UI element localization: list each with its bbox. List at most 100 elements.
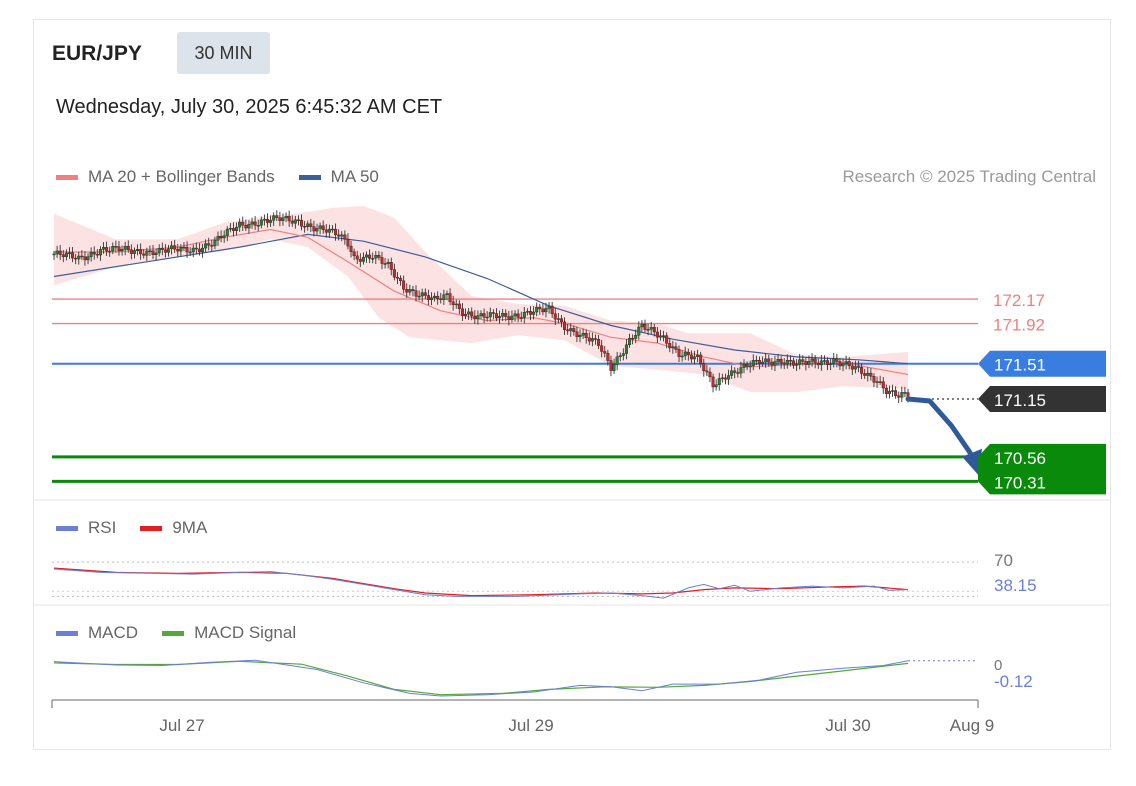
candle-body [723, 377, 727, 380]
candle-body [448, 293, 452, 302]
candle-body [185, 246, 189, 253]
candle-body [529, 311, 533, 315]
candle-body [491, 312, 495, 314]
candle-body [64, 252, 68, 257]
candle-body [733, 370, 737, 373]
candle-body [231, 228, 235, 231]
candle-body [173, 245, 177, 250]
candle-body [832, 358, 836, 364]
candle-body [343, 234, 347, 240]
timestamp: Wednesday, July 30, 2025 6:45:32 AM CET [56, 96, 443, 118]
candle-body [108, 250, 112, 253]
candle-body [584, 332, 588, 339]
candle-body [887, 390, 891, 394]
candle-body [689, 354, 693, 360]
candle-body [665, 335, 669, 344]
candle-body [442, 294, 446, 300]
candle-body [337, 234, 341, 237]
forecast-arrow-head [962, 448, 983, 475]
candle-body [445, 293, 449, 295]
candle-body [569, 328, 573, 332]
candle-body [618, 355, 622, 358]
candle-body [624, 344, 628, 354]
candle-body [439, 298, 443, 301]
candle-body [52, 253, 56, 256]
candle-body [615, 356, 619, 365]
candle-body [860, 366, 864, 374]
resistance-level-label: 171.92 [993, 316, 1045, 335]
candle-body [374, 255, 378, 259]
rsi-70-tick-label: 70 [994, 551, 1013, 570]
candle-body [129, 249, 133, 254]
candle-body [420, 292, 424, 297]
candle-body [829, 363, 833, 365]
candle-body [160, 248, 164, 250]
candle-body [426, 295, 430, 300]
timeframe-badge[interactable]: 30 MIN [177, 32, 270, 74]
candle-body [646, 329, 650, 331]
candle-body [609, 360, 613, 371]
candle-body [247, 223, 251, 229]
candle-body [563, 321, 567, 330]
candle-body [866, 372, 870, 376]
candle-body [293, 219, 297, 224]
current-price-label: 171.15 [994, 391, 1046, 410]
candle-body [386, 262, 390, 264]
resistance-level-label: 172.17 [993, 291, 1045, 310]
candle-body [312, 226, 316, 232]
candle-body [182, 246, 186, 249]
support-level-label: 170.31 [994, 473, 1046, 492]
candle-body [655, 331, 659, 338]
candle-body [120, 249, 124, 252]
candle-body [318, 225, 322, 229]
candle-body [761, 361, 765, 364]
candle-body [742, 364, 746, 368]
macd-panel: 0-0.12 [53, 657, 1033, 697]
candle-body [179, 247, 183, 252]
candle-body [163, 249, 167, 253]
candle-body [606, 352, 610, 361]
candle-body [395, 276, 399, 279]
candle-body [306, 223, 310, 228]
candle-body [392, 269, 396, 278]
candle-body [222, 235, 226, 239]
candle-body [776, 359, 780, 362]
candle-body [872, 376, 876, 383]
macd-line [53, 659, 909, 697]
candle-body [637, 326, 641, 336]
candle-body [346, 238, 350, 247]
candle-body [194, 247, 198, 250]
candle-body [819, 360, 823, 366]
legend-ma50-label: MA 50 [330, 167, 379, 186]
candle-body [804, 361, 808, 365]
candle-body [266, 219, 270, 223]
candle-body [856, 366, 860, 368]
candle-body [213, 240, 217, 247]
candle-body [559, 318, 563, 323]
candle-body [204, 243, 208, 249]
candle-body [757, 359, 761, 364]
candle-body [61, 254, 65, 257]
candle-body [55, 250, 59, 255]
support-level-box [978, 443, 1106, 495]
candle-body [71, 252, 75, 259]
candle-body [541, 308, 545, 313]
candle-body [507, 316, 511, 320]
candle-body [903, 392, 907, 394]
candle-body [126, 245, 130, 250]
candle-body [813, 358, 817, 364]
candle-body [745, 364, 749, 368]
research-credit: Research © 2025 Trading Central [842, 167, 1097, 186]
candle-body [640, 323, 644, 328]
candle-body [816, 362, 820, 366]
candle-body [290, 220, 294, 224]
candle-body [114, 246, 118, 248]
x-tick-label: Jul 29 [508, 716, 553, 735]
candle-body [547, 305, 551, 309]
candle-body [389, 262, 393, 270]
rsi-panel: 70 38.15 [34, 551, 1110, 606]
candle-body [235, 226, 239, 231]
candle-body [875, 381, 879, 383]
candle-body [798, 359, 802, 365]
x-tick-label: Jul 27 [159, 716, 204, 735]
